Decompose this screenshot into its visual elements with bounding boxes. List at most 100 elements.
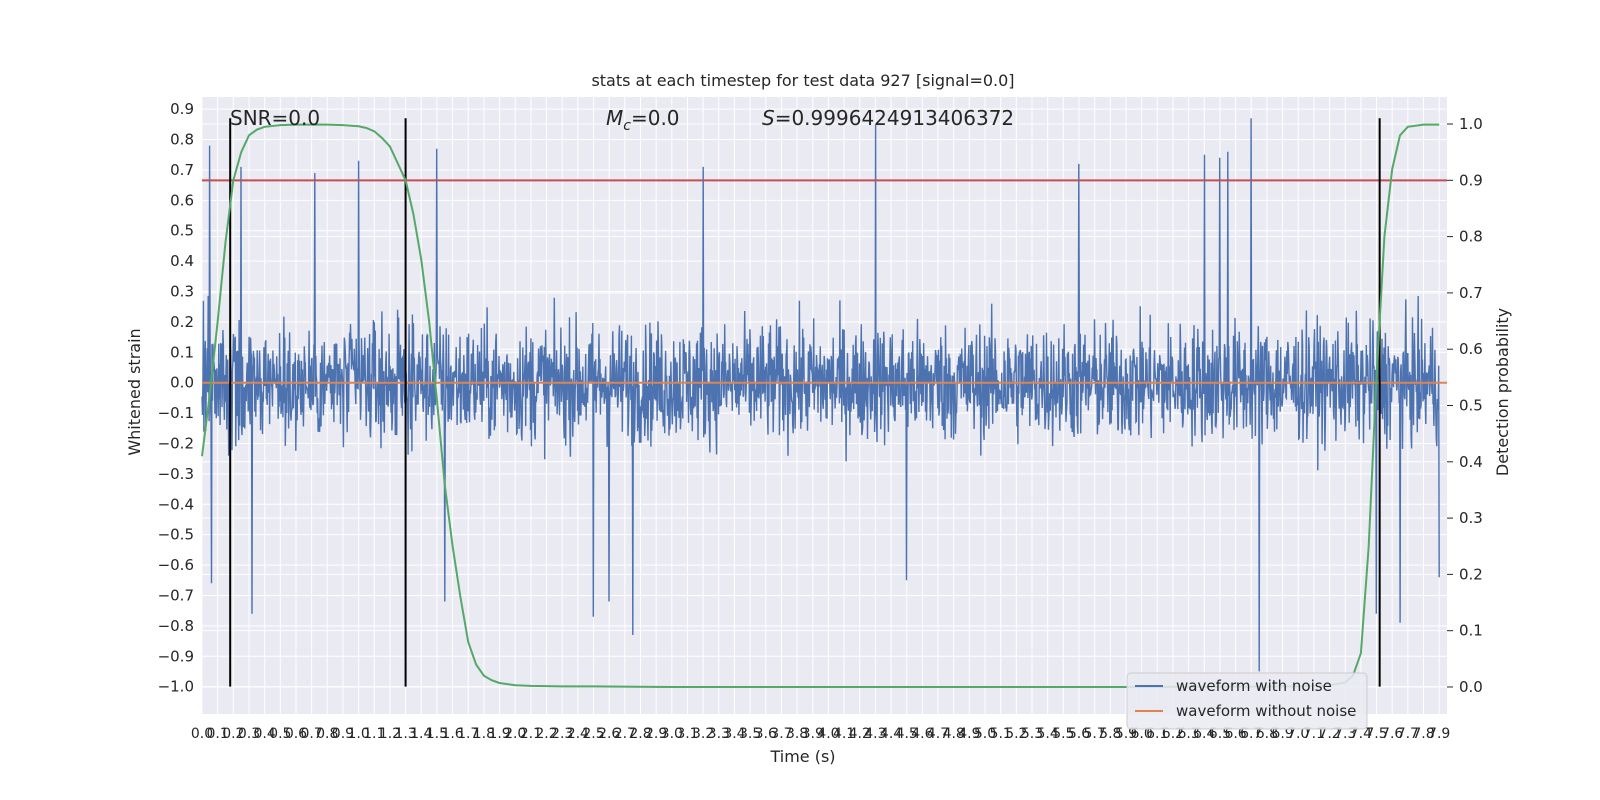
y-axis-left-ticks: −1.0 −0.9 −0.8 −0.7 −0.6 −0.5 −0.4 −0.3 −0.2 −0.1… bbox=[158, 100, 194, 695]
x-tick-label: 6.2 bbox=[1162, 726, 1184, 742]
x-tick-label: 2.8 bbox=[629, 726, 651, 742]
y-tick-label: 0.5 bbox=[170, 222, 194, 240]
x-tick-label: 3.0 bbox=[661, 726, 683, 742]
x-tick-label: 1.1 bbox=[363, 726, 385, 742]
y-tick-label: −0.7 bbox=[158, 586, 194, 604]
x-tick-label: 7.4 bbox=[1350, 726, 1372, 742]
line-waveform-with-noise bbox=[201, 118, 1440, 672]
x-tick-label: 1.4 bbox=[410, 726, 432, 742]
chart-title: stats at each timestep for test data 927… bbox=[591, 71, 1014, 90]
y2-tick-label: 0.7 bbox=[1459, 284, 1483, 302]
x-tick-label: 6.9 bbox=[1271, 726, 1293, 742]
y-tick-label: −0.5 bbox=[158, 526, 194, 544]
x-tick-label: 2.0 bbox=[504, 726, 526, 742]
y2-tick-label: 0.6 bbox=[1459, 340, 1483, 358]
series-detection-probability bbox=[201, 123, 1440, 688]
x-tick-label: 6.0 bbox=[1130, 726, 1152, 742]
x-tick-label: 0.5 bbox=[269, 726, 291, 742]
x-tick-label: 0.8 bbox=[316, 726, 338, 742]
x-tick-label: 6.4 bbox=[1193, 726, 1215, 742]
x-tick-label: 3.4 bbox=[723, 726, 745, 742]
y-tick-label: 0.6 bbox=[170, 191, 194, 209]
y-tick-label: −0.6 bbox=[158, 556, 194, 574]
x-tick-label: 2.5 bbox=[582, 726, 604, 742]
x-tick-label: 3.6 bbox=[755, 726, 777, 742]
x-tick-label: 1.6 bbox=[441, 726, 463, 742]
y-tick-label: 0.1 bbox=[170, 343, 194, 361]
y-tick-label: 0.9 bbox=[170, 100, 194, 118]
annotation-chirp-mass: Mc=0.0 bbox=[606, 106, 680, 134]
y-tick-label: 0.2 bbox=[170, 313, 194, 331]
x-tick-label: 0.0 bbox=[191, 726, 213, 742]
y-tick-label: −0.4 bbox=[158, 495, 194, 513]
x-tick-label: 3.7 bbox=[770, 726, 792, 742]
x-tick-label: 5.6 bbox=[1068, 726, 1090, 742]
x-tick-label: 4.3 bbox=[864, 726, 886, 742]
x-axis-ticks: 0.00.10.20.30.40.50.60.70.80.91.01.11.21… bbox=[191, 726, 1450, 742]
x-tick-label: 7.6 bbox=[1381, 726, 1403, 742]
x-tick-label: 0.3 bbox=[238, 726, 260, 742]
y-tick-label: −1.0 bbox=[158, 678, 194, 696]
x-tick-label: 6.6 bbox=[1224, 726, 1246, 742]
x-tick-label: 1.7 bbox=[457, 726, 479, 742]
x-tick-label: 5.5 bbox=[1052, 726, 1074, 742]
legend-label-clean: waveform without noise bbox=[1176, 702, 1356, 720]
y-tick-label: 0.7 bbox=[170, 161, 194, 179]
x-tick-label: 1.2 bbox=[379, 726, 401, 742]
x-tick-label: 4.7 bbox=[927, 726, 949, 742]
y-tick-label: 0.3 bbox=[170, 283, 194, 301]
y2-tick-label: 0.2 bbox=[1459, 565, 1483, 583]
y-tick-label: 0.0 bbox=[170, 374, 194, 392]
x-axis-title: Time (s) bbox=[769, 747, 835, 766]
x-tick-label: 4.0 bbox=[817, 726, 839, 742]
x-tick-label: 2.7 bbox=[614, 726, 636, 742]
x-tick-label: 6.1 bbox=[1146, 726, 1168, 742]
x-tick-label: 3.9 bbox=[802, 726, 824, 742]
legend: waveform with noise waveform without noi… bbox=[1126, 672, 1368, 730]
x-tick-label: 7.1 bbox=[1303, 726, 1325, 742]
y2-tick-label: 1.0 bbox=[1459, 115, 1483, 133]
x-tick-label: 2.9 bbox=[645, 726, 667, 742]
y-tick-label: −0.8 bbox=[158, 617, 194, 635]
x-tick-label: 3.5 bbox=[739, 726, 761, 742]
x-tick-label: 0.2 bbox=[222, 726, 244, 742]
x-tick-label: 3.3 bbox=[708, 726, 730, 742]
x-tick-label: 5.9 bbox=[1115, 726, 1137, 742]
line-detection-probability bbox=[201, 123, 1440, 688]
y2-tick-label: 0.9 bbox=[1459, 171, 1483, 189]
y-axis-right-ticks: 0.0 0.1 0.2 0.3 0.4 0.5 0.6 0.7 0.8 0.9 1.0 bbox=[1447, 115, 1483, 696]
legend-label-noise: waveform with noise bbox=[1176, 677, 1332, 695]
x-tick-label: 4.2 bbox=[849, 726, 871, 742]
y2-tick-label: 0.3 bbox=[1459, 509, 1483, 527]
x-tick-label: 2.3 bbox=[551, 726, 573, 742]
y2-tick-label: 0.0 bbox=[1459, 678, 1483, 696]
x-tick-label: 6.3 bbox=[1177, 726, 1199, 742]
series-waveform-with-noise bbox=[201, 118, 1440, 672]
x-tick-label: 4.4 bbox=[880, 726, 902, 742]
x-tick-label: 2.1 bbox=[520, 726, 542, 742]
x-tick-label: 7.9 bbox=[1428, 726, 1450, 742]
x-tick-label: 3.1 bbox=[676, 726, 698, 742]
x-tick-label: 4.9 bbox=[958, 726, 980, 742]
x-tick-label: 4.8 bbox=[943, 726, 965, 742]
y-tick-label: 0.8 bbox=[170, 131, 194, 149]
x-tick-label: 0.7 bbox=[300, 726, 322, 742]
x-tick-label: 1.5 bbox=[426, 726, 448, 742]
x-tick-label: 5.7 bbox=[1084, 726, 1106, 742]
y-tick-label: −0.3 bbox=[158, 465, 194, 483]
x-tick-label: 4.6 bbox=[911, 726, 933, 742]
x-tick-label: 7.3 bbox=[1334, 726, 1356, 742]
x-tick-label: 3.8 bbox=[786, 726, 808, 742]
x-tick-label: 1.9 bbox=[488, 726, 510, 742]
x-tick-label: 4.1 bbox=[833, 726, 855, 742]
x-tick-label: 1.8 bbox=[473, 726, 495, 742]
x-tick-label: 6.5 bbox=[1209, 726, 1231, 742]
x-tick-label: 5.4 bbox=[1037, 726, 1059, 742]
vertical-marker-lines bbox=[229, 118, 1381, 687]
x-tick-label: 2.2 bbox=[535, 726, 557, 742]
x-tick-label: 3.2 bbox=[692, 726, 714, 742]
y2-tick-label: 0.5 bbox=[1459, 397, 1483, 415]
x-tick-label: 6.8 bbox=[1256, 726, 1278, 742]
x-tick-label: 0.6 bbox=[285, 726, 307, 742]
